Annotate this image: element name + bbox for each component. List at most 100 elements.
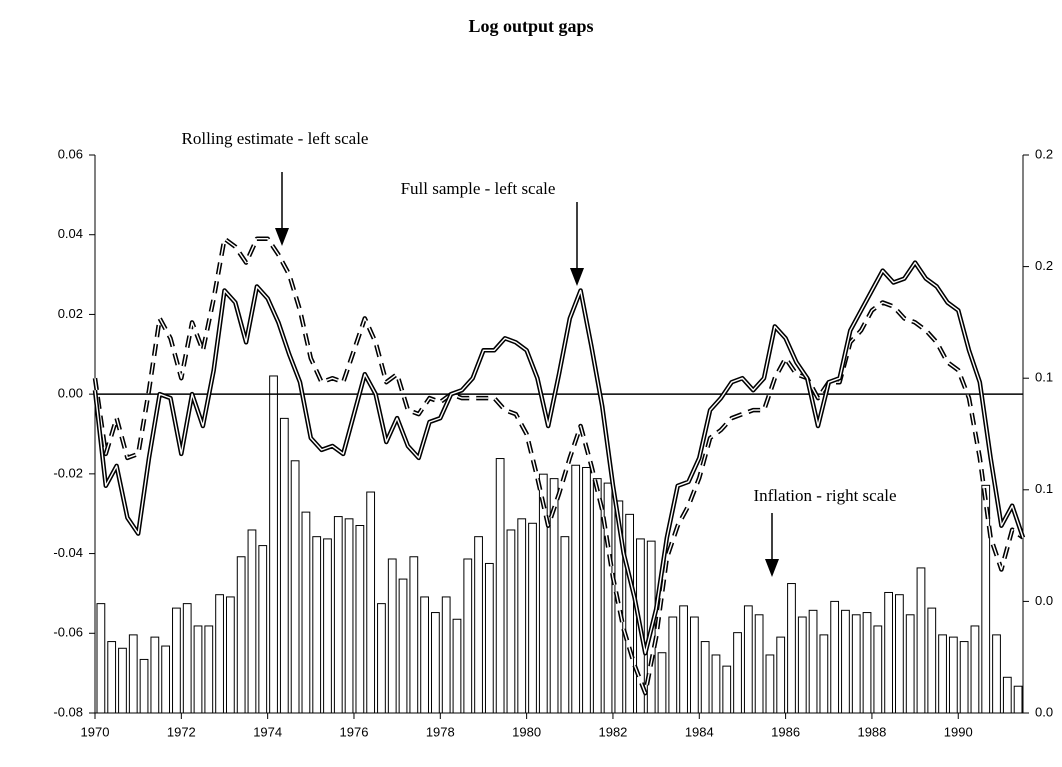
bar	[905, 614, 915, 714]
y-tick-label: 0.1	[1035, 481, 1053, 496]
bar	[420, 596, 429, 714]
bar	[377, 603, 386, 714]
bar	[279, 417, 289, 714]
bar	[722, 665, 732, 714]
bar	[366, 491, 376, 714]
bar	[236, 556, 246, 714]
bar	[895, 594, 904, 714]
bar	[625, 513, 635, 714]
bar	[528, 522, 537, 714]
x-tick-label: 1982	[598, 724, 627, 739]
bar	[452, 618, 462, 714]
bar	[862, 612, 872, 714]
bar	[431, 612, 440, 714]
bar	[700, 641, 710, 714]
bar	[150, 636, 160, 714]
bar	[560, 536, 570, 714]
bar	[819, 634, 829, 714]
bar	[182, 603, 192, 714]
x-tick-label: 1988	[857, 724, 886, 739]
y-tick-label: -0.06	[53, 625, 83, 640]
bar	[668, 616, 678, 714]
bar	[657, 652, 667, 714]
x-tick-label: 1984	[685, 724, 714, 739]
bar	[614, 500, 624, 714]
bar	[269, 375, 278, 714]
bar	[161, 645, 171, 714]
bar	[797, 616, 807, 714]
bar	[582, 466, 591, 714]
bar	[290, 460, 300, 714]
x-tick-label: 1990	[944, 724, 973, 739]
annotation: Inflation - right scale	[753, 486, 896, 505]
bar	[193, 625, 203, 714]
y-tick-label: 0.0	[1035, 593, 1053, 608]
bar	[387, 558, 397, 714]
y-tick-label: 0.00	[58, 386, 83, 401]
bar	[139, 658, 149, 714]
y-tick-label: 0.06	[58, 146, 83, 161]
bar	[776, 636, 786, 714]
bar	[970, 625, 980, 714]
bar	[981, 484, 991, 714]
line-inner	[94, 238, 1024, 694]
bar	[172, 607, 181, 714]
line-inner	[94, 261, 1024, 654]
annotation: Rolling estimate - left scale	[182, 129, 369, 148]
x-tick-label: 1978	[426, 724, 455, 739]
y-tick-label: 0.1	[1035, 370, 1053, 385]
bar	[679, 605, 688, 714]
bar	[128, 634, 138, 714]
x-tick-label: 1980	[512, 724, 541, 739]
bar	[204, 625, 214, 714]
bar	[1013, 685, 1023, 714]
bar	[495, 458, 505, 714]
bar	[765, 654, 775, 714]
bar	[517, 518, 527, 714]
bar	[258, 545, 268, 714]
annotation: Full sample - left scale	[401, 179, 556, 198]
y-tick-label: 0.02	[58, 306, 83, 321]
bar	[938, 634, 947, 714]
bar	[549, 478, 559, 714]
bar	[344, 518, 354, 714]
y-tick-label: -0.04	[53, 545, 83, 560]
bar	[948, 636, 958, 714]
x-tick-label: 1970	[81, 724, 110, 739]
bar	[733, 632, 742, 714]
x-tick-label: 1976	[340, 724, 369, 739]
x-tick-label: 1974	[253, 724, 282, 739]
y-tick-label: -0.08	[53, 704, 83, 719]
y-tick-label: 0.2	[1035, 146, 1053, 161]
bar	[830, 600, 840, 714]
arrow-head	[275, 228, 289, 246]
y-tick-label: 0.04	[58, 226, 83, 241]
bar	[484, 562, 494, 714]
line	[92, 260, 1026, 656]
bar	[538, 473, 548, 714]
bar	[711, 654, 721, 714]
bar	[992, 634, 1001, 714]
bar	[355, 525, 365, 714]
bar	[787, 583, 796, 714]
y-tick-label: 0.2	[1035, 258, 1053, 273]
bar	[398, 578, 408, 714]
bar	[754, 614, 764, 714]
bar	[592, 478, 602, 714]
bar	[603, 482, 613, 714]
bar	[474, 536, 483, 714]
bar	[301, 511, 311, 714]
chart-title: Log output gaps	[468, 16, 593, 36]
bar	[333, 516, 343, 714]
bar	[225, 596, 235, 714]
bar	[441, 596, 451, 714]
bar	[689, 616, 699, 714]
bar	[118, 647, 127, 714]
bar	[96, 603, 106, 714]
bar	[247, 529, 257, 714]
x-tick-label: 1972	[167, 724, 196, 739]
y-tick-label: -0.02	[53, 465, 83, 480]
bar	[851, 614, 861, 714]
bar	[884, 591, 893, 714]
